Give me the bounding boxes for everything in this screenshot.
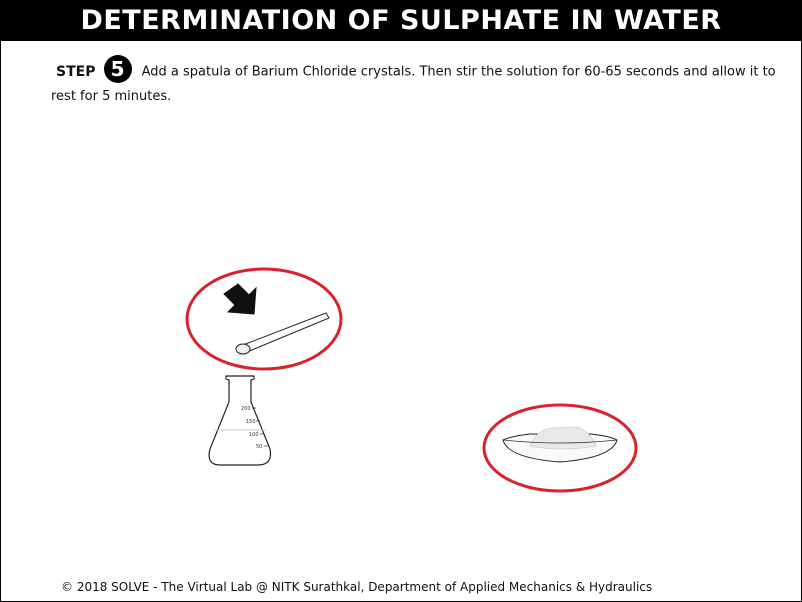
step-text: Add a spatula of Barium Chloride crystal… xyxy=(51,64,776,105)
copyright-footer: © 2018 SOLVE - The Virtual Lab @ NITK Su… xyxy=(61,580,653,594)
watch-glass-with-barium-chloride[interactable] xyxy=(502,426,618,463)
spatula-highlight-circle xyxy=(185,267,343,371)
conical-flask[interactable]: 200 150 100 50 xyxy=(208,375,272,466)
flask-mark-150: 150 xyxy=(246,419,256,425)
step-number-badge: 5 xyxy=(103,55,132,83)
flask-mark-50: 50 xyxy=(256,444,262,450)
flask-mark-200: 200 xyxy=(241,406,251,412)
spatula[interactable] xyxy=(235,312,330,355)
dish-highlight-circle xyxy=(482,403,638,493)
step-instruction: STEP 5 Add a spatula of Barium Chloride c… xyxy=(51,55,781,108)
page-title: DETERMINATION OF SULPHATE IN WATER xyxy=(0,0,802,41)
down-arrow-icon xyxy=(223,283,257,315)
step-label: STEP xyxy=(56,63,96,80)
flask-mark-100: 100 xyxy=(249,432,259,438)
